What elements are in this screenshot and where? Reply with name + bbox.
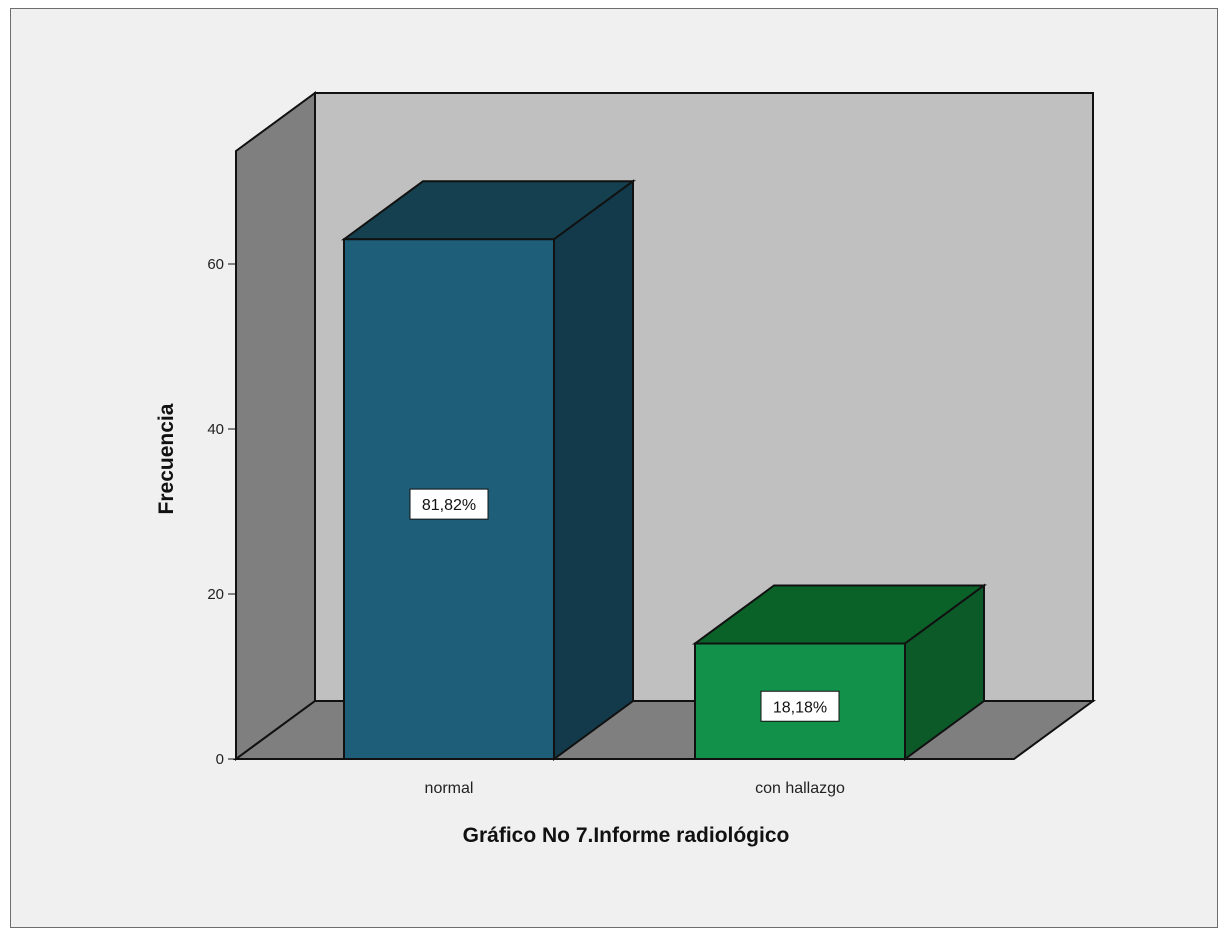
y-axis-title: Frecuencia [155,403,178,514]
y-tick-label: 60 [207,256,224,273]
y-tick-label: 20 [207,586,224,603]
data-label: 81,82% [422,497,476,514]
chart-frame: 0 20 40 60 normal 81,82% con hallazgo 18,18% F… [10,8,1218,928]
data-label-box [760,690,840,722]
y-tick-label: 40 [207,421,224,438]
data-label: 18,18% [773,699,827,716]
x-tick-label: con hallazgo [755,780,845,797]
data-label-box [409,488,489,520]
bar-chart: 0 20 40 60 normal 81,82% con hallazgo 18,18% F… [155,91,1097,847]
x-tick-label: normal [425,780,474,797]
bar-side [553,179,634,761]
y-tick-label: 0 [216,751,224,768]
side-wall [235,91,316,761]
x-axis-title: Gráfico No 7.Informe radiológico [463,824,790,847]
